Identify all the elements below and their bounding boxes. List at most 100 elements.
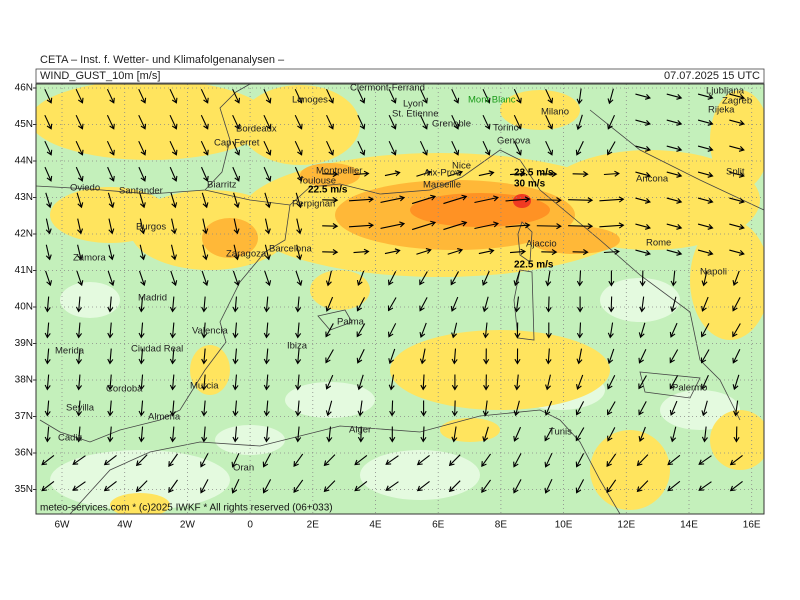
wind-arrow [513, 400, 520, 417]
wind-arrow [544, 452, 553, 468]
wind-arrow [568, 223, 594, 230]
wind-arrow [544, 478, 553, 494]
wind-arrow [667, 480, 681, 492]
wind-arrow [576, 348, 583, 365]
wind-arrow [200, 453, 209, 468]
place-label: Cadiz [58, 433, 83, 444]
wind-arrow [666, 249, 683, 256]
wind-arrow [606, 479, 617, 494]
wind-arrow [77, 218, 84, 235]
place-label: Sevilla [66, 403, 95, 414]
wind-arrow [729, 249, 745, 256]
wind-arrow [107, 348, 114, 365]
wind-arrow [107, 270, 115, 287]
wind-arrow [232, 374, 239, 391]
wind-arrow [385, 481, 399, 491]
lon-label: 4E [369, 520, 382, 531]
wind-arrow [263, 166, 272, 182]
wind-arrow [509, 170, 527, 177]
wind-arrow [103, 454, 117, 466]
wind-arrow [607, 322, 614, 339]
wind-arrow [732, 270, 740, 287]
wind-arrow [294, 140, 303, 156]
wind-arrow [635, 171, 651, 178]
wind-arrow [388, 88, 397, 104]
wind-arrow [606, 453, 617, 468]
wind-arrow [635, 249, 651, 256]
wind-arrow [107, 374, 114, 391]
wind-arrow [387, 323, 397, 338]
wind-arrow [448, 480, 461, 493]
place-label: Palma [337, 317, 365, 328]
wind-arrow [201, 374, 208, 391]
wind-arrow [353, 170, 370, 177]
place-label: Almeria [148, 412, 181, 423]
wind-arrow [482, 140, 491, 156]
wind-arrow [701, 270, 708, 287]
wind-arrow [572, 171, 589, 178]
lat-label: 38N [15, 375, 33, 386]
wind-arrow [419, 322, 427, 339]
wind-arrow [670, 296, 677, 313]
wind-arrow [474, 195, 499, 204]
wind-arrow [232, 426, 239, 443]
wind-arrow [482, 322, 489, 339]
wind-arrow [635, 119, 651, 126]
lon-label: 14E [680, 520, 698, 531]
wind-arrow [450, 271, 460, 286]
wind-arrow [576, 114, 583, 131]
wind-arrow [353, 248, 370, 255]
wind-arrow [296, 244, 303, 261]
wind-arrow [263, 114, 272, 130]
wind-arrow [170, 270, 178, 287]
wind-arrow [357, 88, 366, 104]
wind-arrow [106, 114, 115, 130]
wind-arrow [545, 296, 552, 313]
place-label: Clermont-Ferrand [350, 83, 425, 94]
wind-arrow [420, 426, 427, 443]
wind-arrow [416, 480, 430, 492]
wind-arrow [201, 296, 208, 313]
wind-arrow [169, 426, 176, 443]
wind-arrow [697, 171, 714, 178]
wind-arrow [168, 453, 178, 467]
wind-arrow [44, 140, 53, 156]
wind-arrow [233, 244, 240, 261]
wind-arrow [545, 270, 552, 287]
wind-arrow [293, 479, 304, 493]
wind-arrow [732, 374, 740, 391]
wind-arrow [322, 249, 339, 256]
wind-arrow [635, 145, 651, 152]
wind-arrow [200, 140, 209, 156]
place-label: Biarritz [207, 180, 237, 191]
lon-label: 2W [180, 520, 196, 531]
wind-arrow [326, 114, 334, 130]
wind-arrow [729, 171, 745, 178]
place-label: Perpignan [292, 199, 335, 210]
wind-arrow [697, 145, 714, 152]
place-label: Ancona [636, 174, 669, 185]
place-label: Aix-Prov. [424, 168, 462, 179]
wind-arrow [669, 349, 679, 364]
place-label: Grenoble [432, 119, 471, 130]
gust-annotation: 22.5 m/s [308, 185, 348, 196]
wind-arrow [729, 119, 745, 126]
wind-arrow [635, 223, 651, 230]
wind-arrow [638, 348, 647, 364]
wind-arrow [544, 400, 553, 416]
wind-arrow [387, 297, 397, 312]
wind-arrow [45, 244, 52, 261]
wind-arrow [636, 454, 649, 467]
wind-arrow [545, 348, 552, 365]
wind-arrow [697, 249, 714, 256]
variable: WIND_GUST_10m [m/s] [40, 70, 160, 82]
wind-arrow [729, 223, 745, 230]
wind-arrow [262, 479, 272, 494]
wind-arrow [75, 296, 83, 313]
wind-arrow [639, 296, 646, 313]
wind-arrow [108, 244, 115, 261]
place-label: Ljubljana [706, 86, 745, 97]
wind-arrow [451, 400, 458, 417]
place-label: Murcia [190, 381, 219, 392]
wind-arrow [636, 480, 649, 493]
